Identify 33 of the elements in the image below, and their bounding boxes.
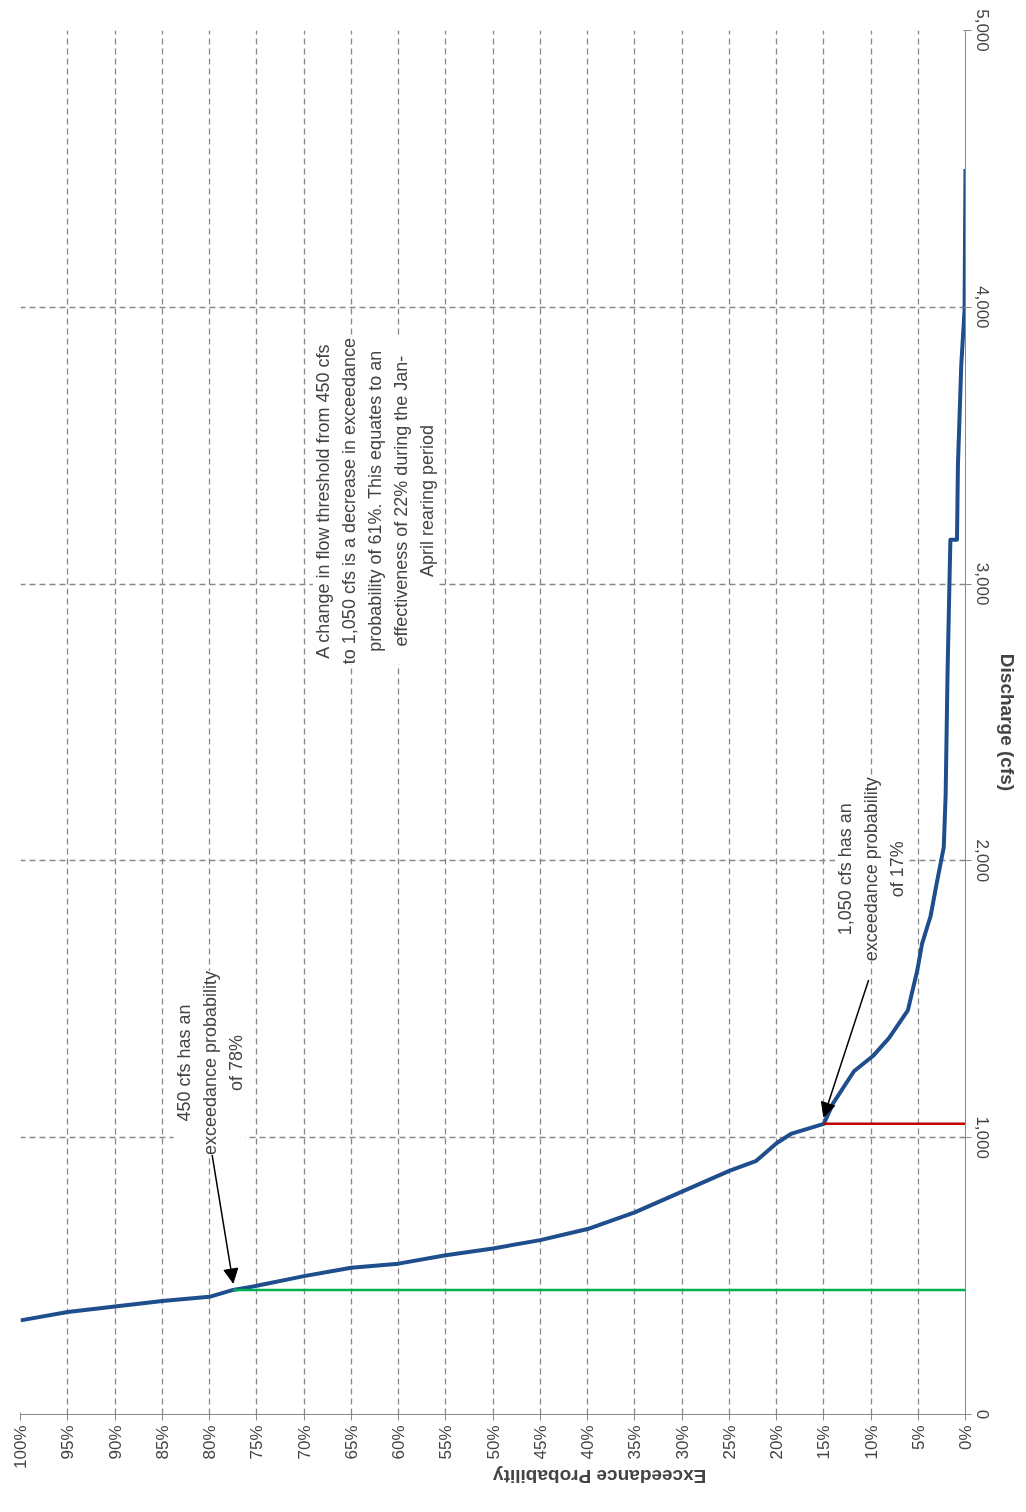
y-axis-title: Discharge (cfs) (996, 653, 1018, 792)
x-tick-label: 45% (530, 1425, 550, 1460)
x-tick-label: 20% (767, 1425, 786, 1460)
annotation: 1,050 cfs has an exceedance probability of 17% (835, 777, 907, 962)
x-tick-label: 5% (908, 1425, 928, 1451)
annotation: 450 cfs has an exceedance probability of 78% (173, 970, 246, 1156)
y-tick-label: 4,000 (972, 286, 992, 329)
x-tick-label: 25% (719, 1425, 739, 1460)
x-tick-label: 30% (672, 1425, 692, 1460)
x-tick-label: 80% (200, 1425, 219, 1460)
x-tick-label: 35% (625, 1425, 645, 1460)
x-tick-label: 85% (152, 1425, 172, 1460)
line-series (20, 166, 966, 1323)
annotation: A change in flow threshold from 450 cfs to 1,050 cfs is a decrease in exceedance probability of 61%. This equates to an effectiveness of 22% during the Jan-April rearing period (312, 337, 437, 665)
x-tick-label: 10% (861, 1425, 881, 1460)
x-axis-title: Exceedance Probability (492, 1466, 707, 1488)
x-tick-label: 15% (814, 1425, 834, 1460)
x-tick-label: 90% (105, 1425, 125, 1460)
y-tick-label: 1,000 (972, 1116, 992, 1159)
x-tick-label: 65% (341, 1425, 361, 1460)
x-tick-label: 95% (58, 1425, 78, 1460)
x-tick-label: 40% (578, 1425, 597, 1460)
x-tick-label: 55% (436, 1425, 456, 1460)
y-tick-label: 2,000 (972, 839, 992, 883)
x-tick-label: 60% (389, 1425, 408, 1460)
x-tick-label: 70% (294, 1425, 314, 1460)
x-tick-label: 0% (956, 1425, 975, 1451)
y-tick-label: 3,000 (972, 562, 992, 606)
y-tick-label: 0 (972, 1409, 992, 1420)
x-tick-label: 100% (11, 1425, 30, 1469)
x-tick-label: 50% (483, 1425, 503, 1460)
y-tick-label: 5,000 (972, 9, 992, 52)
x-tick-label: 75% (247, 1425, 267, 1460)
